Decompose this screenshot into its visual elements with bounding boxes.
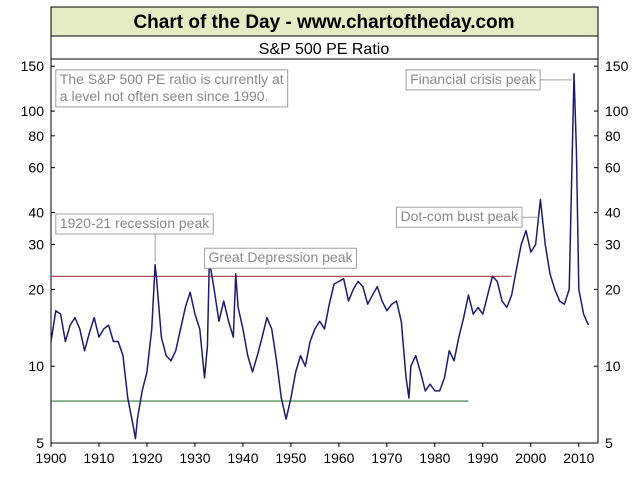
x-tick-label: 1960 [323, 450, 354, 466]
y-tick-label-right: 150 [605, 58, 629, 74]
y-tick-label-left: 60 [28, 160, 44, 176]
y-tick-label-right: 30 [605, 236, 621, 252]
annotation-text: Great Depression peak [209, 249, 354, 265]
y-tick-label-left: 100 [21, 103, 45, 119]
x-axis: 1900 1910 1920 1930 1940 1950 1960 1970 1980 1990… [35, 443, 595, 466]
annotation-4: Dot-com bust peak [395, 206, 523, 228]
x-tick-label: 1910 [83, 450, 114, 466]
x-tick-label: 1990 [467, 450, 498, 466]
y-tick-label-left: 10 [28, 358, 44, 374]
banner-title: Chart of the Day - www.chartoftheday.com [133, 12, 514, 33]
annotation-box [55, 69, 289, 108]
banner-background [50, 6, 599, 37]
annotation-text: a level not often seen since 1990. [60, 88, 269, 104]
reference-lines [51, 275, 512, 402]
annotation-box [405, 69, 541, 91]
x-tick-label: 2010 [563, 450, 594, 466]
y-axis-right: 5 10 20 30 40 60 80 100 150 [594, 58, 629, 451]
x-tick-label: 1920 [131, 450, 162, 466]
y-tick-label-left: 40 [28, 205, 44, 221]
series-layer [50, 73, 590, 440]
x-tick-label: 1980 [419, 450, 450, 466]
y-tick-label-right: 60 [605, 160, 621, 176]
y-tick-label-left: 5 [36, 435, 44, 451]
x-tick-label: 1940 [227, 450, 258, 466]
annotation-text: Financial crisis peak [410, 71, 537, 87]
x-tick-label: 2000 [515, 450, 546, 466]
y-tick-label-left: 30 [28, 236, 44, 252]
annotation-1: Financial crisis peak [405, 69, 541, 91]
annotation-text: The S&P 500 PE ratio is currently at [60, 71, 284, 87]
y-tick-label-right: 10 [605, 358, 621, 374]
annotation-0: The S&P 500 PE ratio is currently ata le… [55, 69, 289, 108]
y-tick-label-right: 80 [605, 128, 621, 144]
x-tick-label: 1930 [179, 450, 210, 466]
y-tick-label-left: 80 [28, 128, 44, 144]
x-tick-label: 1950 [275, 450, 306, 466]
chart-title: S&P 500 PE Ratio [259, 41, 390, 58]
annotation-box [55, 213, 214, 235]
y-tick-label-right: 40 [605, 205, 621, 221]
series-line-0 [50, 73, 590, 440]
x-tick-label: 1970 [371, 450, 402, 466]
y-tick-label-right: 100 [605, 103, 629, 119]
y-tick-label-left: 150 [21, 58, 45, 74]
y-tick-label-right: 20 [605, 281, 621, 297]
annotations: The S&P 500 PE ratio is currently ata le… [55, 69, 541, 269]
x-tick-label: 1900 [35, 450, 66, 466]
annotation-box [395, 206, 523, 228]
annotation-box [204, 247, 358, 269]
annotation-3: Great Depression peak [204, 247, 358, 269]
annotation-text: Dot-com bust peak [400, 208, 518, 224]
annotation-2: 1920-21 recession peak [55, 213, 214, 235]
y-tick-label-right: 5 [605, 435, 613, 451]
y-tick-label-left: 20 [28, 281, 44, 297]
y-axis-left: 5 10 20 30 40 60 80 100 150 [21, 58, 55, 451]
annotation-text: 1920-21 recession peak [60, 215, 210, 231]
